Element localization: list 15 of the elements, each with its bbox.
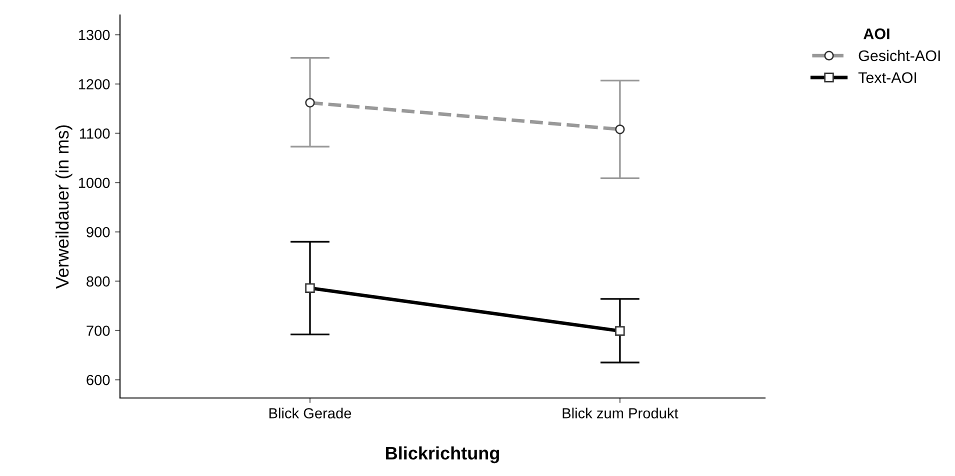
y-tick-label: 700 [86,326,110,336]
legend-label: Text-AOI [858,72,916,84]
y-tick-label: 1100 [80,128,110,139]
x-axis-title: Blickrichtung [386,446,499,464]
y-tick-label: 900 [86,226,110,238]
y-tick-label: 1300 [78,30,110,40]
x-tick-label: Blick zum Produkt [562,408,678,418]
y-axis-title: Verweildauer (in ms) [55,125,72,289]
y-tick-label: 800 [86,276,110,287]
legend-title: AOI [864,28,890,40]
y-tick-label: 1000 [78,178,110,188]
legend-label: Gesicht-AOI [858,50,940,62]
x-tick-label: Blick Gerade [269,408,352,418]
y-tick-label: 600 [86,374,110,386]
y-tick-label: 1200 [78,79,110,90]
